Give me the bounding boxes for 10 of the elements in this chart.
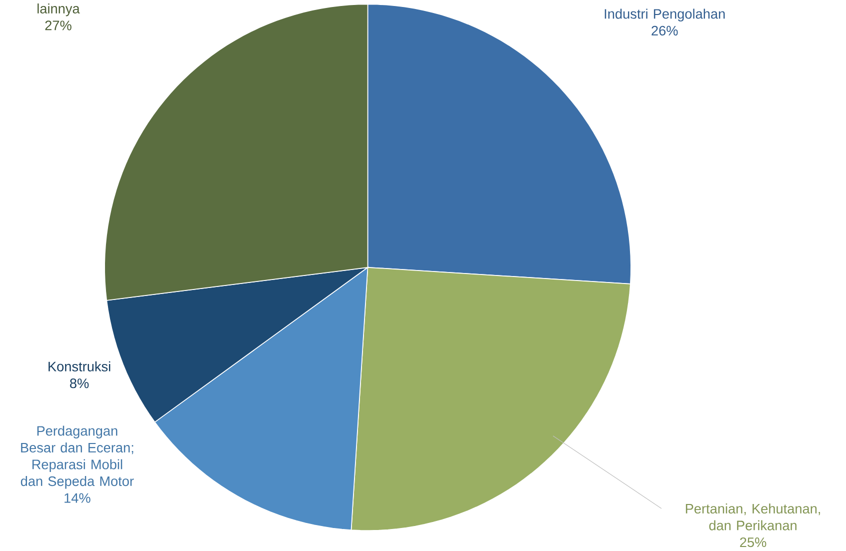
slice-label: Konstruksi bbox=[48, 362, 110, 372]
data-label: 27% bbox=[45, 20, 72, 30]
slice-label: Pertanian, Kehutanan, dan Perikanan bbox=[686, 504, 820, 531]
data-label: 25% bbox=[740, 538, 766, 548]
slice-label: Perdagangan Besar dan Eceran; Reparasi Mobil dan Sepeda Motor bbox=[20, 426, 134, 489]
data-label: 8% bbox=[70, 378, 89, 388]
slice-label: lainnya bbox=[38, 4, 80, 16]
data-label: 14% bbox=[64, 493, 90, 503]
data-label: 26% bbox=[652, 26, 678, 36]
slice-label: Industri Pengolahan bbox=[604, 8, 725, 22]
